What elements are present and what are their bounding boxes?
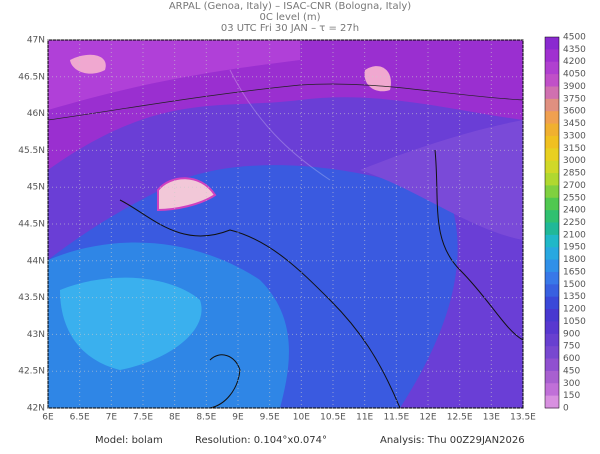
colorbar-label: 2850 xyxy=(563,169,586,179)
colorbar-swatch xyxy=(545,346,559,360)
title-line: 0C level (m) xyxy=(259,12,320,23)
lon-label: 9.5E xyxy=(260,413,280,423)
colorbar-label: 3000 xyxy=(563,156,586,166)
colorbar-swatch xyxy=(545,111,559,125)
colorbar-label: 1500 xyxy=(563,280,586,290)
lon-label: 8E xyxy=(169,413,181,423)
lat-label: 42N xyxy=(27,404,45,414)
colorbar-label: 0 xyxy=(563,404,569,414)
colorbar-swatch xyxy=(545,321,559,335)
footer-resolution: Resolution: 0.104°x0.074° xyxy=(195,435,327,446)
lat-label: 43N xyxy=(27,330,45,340)
colorbar-swatch xyxy=(545,49,559,63)
colorbar-swatch xyxy=(545,37,559,50)
colorbar-label: 3900 xyxy=(563,82,586,92)
colorbar-label: 900 xyxy=(563,329,580,339)
colorbar-label: 1800 xyxy=(563,255,586,265)
footer-analysis: Analysis: Thu 00Z29JAN2026 xyxy=(380,435,525,446)
colorbar-label: 3600 xyxy=(563,107,586,117)
colorbar-swatch xyxy=(545,160,559,174)
colorbar-swatch xyxy=(545,210,559,223)
title-line: ARPAL (Genoa, Italy) – ISAC-CNR (Bologna… xyxy=(169,1,411,12)
colorbar-swatch xyxy=(545,86,559,100)
colorbar-label: 4050 xyxy=(563,70,586,80)
colorbar-swatch xyxy=(545,259,559,273)
colorbar-label: 1050 xyxy=(563,317,586,327)
colorbar-label: 3300 xyxy=(563,131,586,141)
colorbar-swatch xyxy=(545,395,559,409)
colorbar-label: 4200 xyxy=(563,57,586,67)
colorbar-label: 3750 xyxy=(563,94,586,104)
lon-label: 6.5E xyxy=(70,413,90,423)
colorbar-frame xyxy=(544,36,560,409)
colorbar-label: 2100 xyxy=(563,230,586,240)
colorbar-label: 4500 xyxy=(563,33,586,43)
colorbar-label: 1650 xyxy=(563,267,586,277)
colorbar-label: 1200 xyxy=(563,305,586,315)
colorbar-label: 1350 xyxy=(563,292,586,302)
colorbar-label: 2250 xyxy=(563,218,586,228)
colorbar: 4500435042004050390037503600345033003150… xyxy=(544,33,586,414)
lon-label: 13E xyxy=(483,413,500,423)
lat-label: 46N xyxy=(27,109,45,119)
colorbar-label: 150 xyxy=(563,391,580,401)
map-field xyxy=(48,40,523,408)
colorbar-swatch xyxy=(545,383,559,397)
lon-label: 7.5E xyxy=(133,413,153,423)
lon-label: 9E xyxy=(232,413,244,423)
lon-label: 13.5E xyxy=(510,413,536,423)
footer-model: Model: bolam xyxy=(95,435,163,446)
colorbar-swatch xyxy=(545,309,559,322)
lat-label: 45N xyxy=(27,183,45,193)
colorbar-swatch xyxy=(545,173,559,186)
lon-label: 8.5E xyxy=(196,413,216,423)
colorbar-swatch xyxy=(545,61,559,75)
colorbar-swatch xyxy=(545,222,559,236)
lat-label: 43.5N xyxy=(18,293,45,303)
colorbar-label: 4350 xyxy=(563,45,586,55)
colorbar-swatch xyxy=(545,135,559,149)
lat-label: 45.5N xyxy=(18,146,45,156)
lon-label: 12.5E xyxy=(447,413,473,423)
lat-label: 47N xyxy=(27,36,45,46)
colorbar-label: 2400 xyxy=(563,206,586,216)
lon-label: 10E xyxy=(293,413,310,423)
colorbar-label: 3150 xyxy=(563,144,586,154)
colorbar-swatch xyxy=(545,98,559,112)
colorbar-swatch xyxy=(545,148,559,162)
colorbar-swatch xyxy=(545,333,559,347)
colorbar-swatch xyxy=(545,358,559,372)
lat-label: 46.5N xyxy=(18,72,45,82)
colorbar-label: 3450 xyxy=(563,119,586,129)
colorbar-swatch xyxy=(545,296,559,310)
lat-label: 42.5N xyxy=(18,367,45,377)
lat-label: 44N xyxy=(27,256,45,266)
lat-label: 44.5N xyxy=(18,220,45,230)
title-line: 03 UTC Fri 30 JAN – τ = 27h xyxy=(221,23,359,34)
colorbar-swatch xyxy=(545,370,559,384)
colorbar-swatch xyxy=(545,123,559,137)
colorbar-swatch xyxy=(545,197,559,211)
lon-label: 10.5E xyxy=(320,413,346,423)
colorbar-label: 750 xyxy=(563,342,580,352)
colorbar-label: 2700 xyxy=(563,181,586,191)
colorbar-label: 450 xyxy=(563,366,580,376)
colorbar-swatch xyxy=(545,284,559,298)
lon-label: 6E xyxy=(42,413,54,423)
colorbar-swatch xyxy=(545,247,559,261)
lon-label: 11E xyxy=(356,413,373,423)
lon-label: 7E xyxy=(106,413,118,423)
lon-label: 12E xyxy=(419,413,436,423)
lon-label: 11.5E xyxy=(383,413,409,423)
colorbar-label: 300 xyxy=(563,379,580,389)
colorbar-swatch xyxy=(545,234,559,248)
colorbar-label: 600 xyxy=(563,354,580,364)
colorbar-label: 2550 xyxy=(563,193,586,203)
colorbar-swatch xyxy=(545,74,559,87)
colorbar-swatch xyxy=(545,271,559,285)
colorbar-label: 1950 xyxy=(563,243,586,253)
colorbar-swatch xyxy=(545,185,559,199)
